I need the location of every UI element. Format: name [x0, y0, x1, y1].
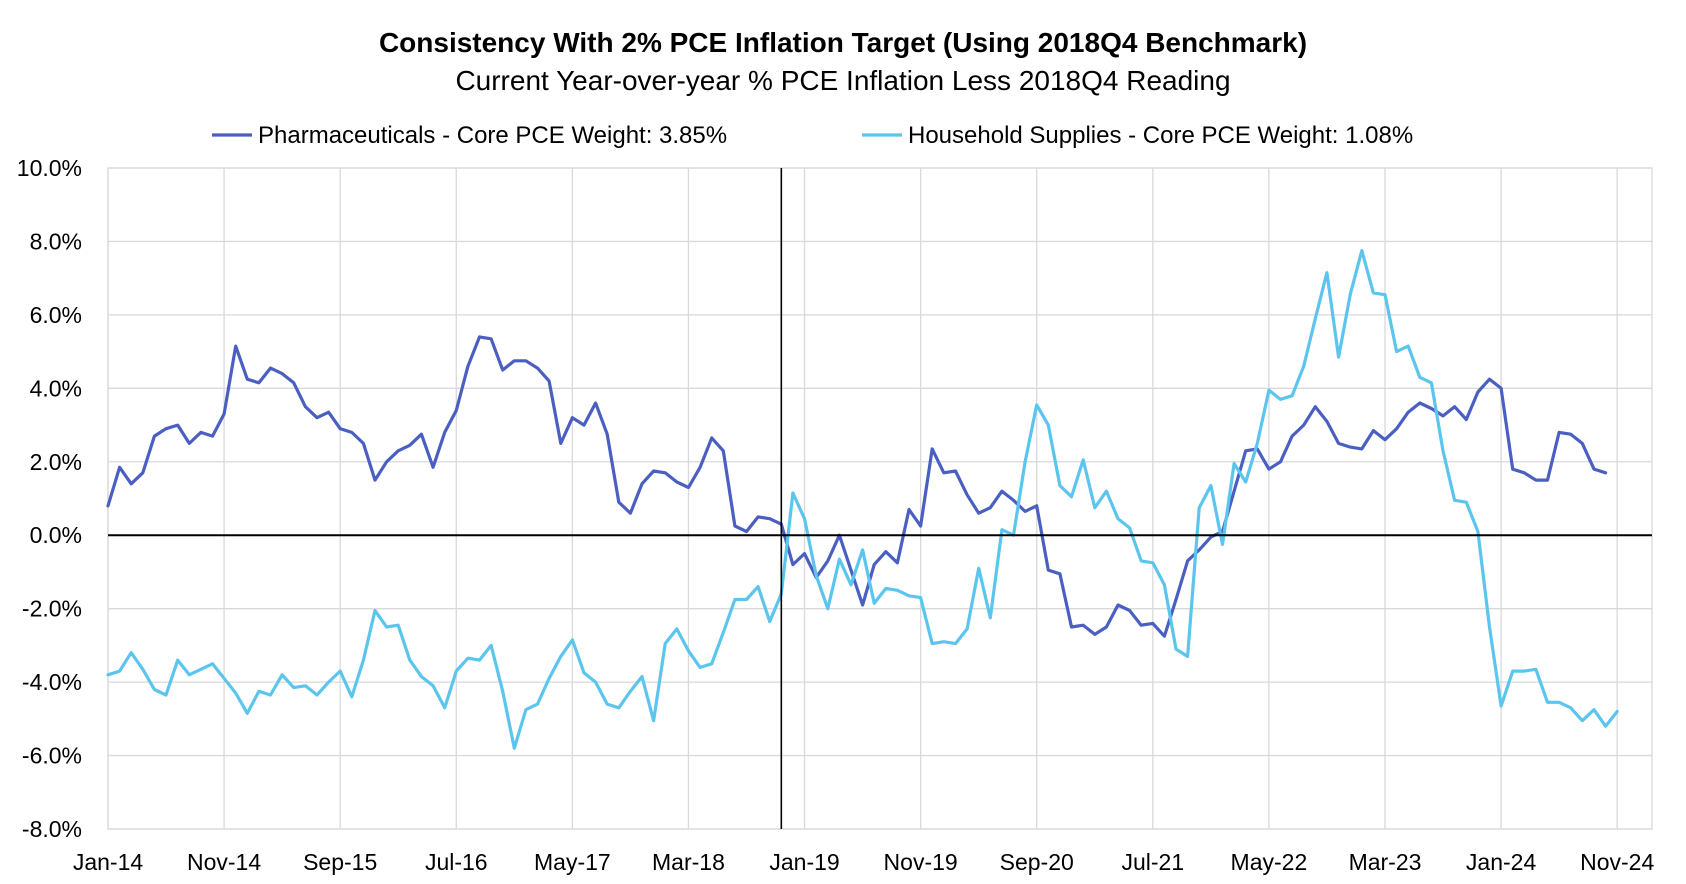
x-tick-label: Nov-14 — [187, 849, 261, 875]
y-tick-label: 8.0% — [30, 228, 82, 254]
y-tick-label: 6.0% — [30, 302, 82, 328]
x-tick-label: Jan-14 — [73, 849, 144, 875]
legend: Pharmaceuticals - Core PCE Weight: 3.85%… — [212, 122, 1413, 149]
y-tick-label: -2.0% — [22, 596, 82, 622]
x-axis-tick-labels: Jan-14 Nov-14 Sep-15 Jul-16 May-17 Mar-18 Jan-… — [73, 849, 1655, 875]
plot-frame — [107, 167, 1653, 830]
y-tick-label: -4.0% — [22, 669, 82, 695]
chart-subtitle: Current Year-over-year % PCE Inflation L… — [455, 65, 1230, 96]
axes — [108, 168, 1652, 829]
gridlines — [107, 167, 1653, 830]
y-tick-label: -6.0% — [22, 743, 82, 769]
chart-title: Consistency With 2% PCE Inflation Target… — [379, 27, 1307, 58]
legend-label: Pharmaceuticals - Core PCE Weight: 3.85% — [258, 122, 727, 149]
x-tick-label: Nov-19 — [884, 849, 958, 875]
y-axis-tick-labels: -8.0% -6.0% -4.0% -2.0% 0.0% 2.0% 4.0% 6.0% 8.0%… — [17, 155, 82, 842]
x-tick-label: Jul-21 — [1121, 849, 1184, 875]
series-line-household-supplies — [106, 249, 1619, 750]
x-tick-label: May-17 — [534, 849, 611, 875]
x-tick-label: Nov-24 — [1580, 849, 1654, 875]
series-lines — [106, 249, 1619, 750]
y-tick-label: 2.0% — [30, 449, 82, 475]
x-tick-label: Jan-19 — [769, 849, 839, 875]
series-line-pharmaceuticals — [106, 335, 1608, 638]
y-tick-label: -8.0% — [22, 816, 82, 842]
x-tick-label: Sep-20 — [1000, 849, 1074, 875]
y-tick-label: 0.0% — [30, 522, 82, 548]
legend-label: Household Supplies - Core PCE Weight: 1.… — [908, 122, 1413, 149]
x-tick-label: Mar-18 — [652, 849, 725, 875]
x-tick-label: May-22 — [1231, 849, 1308, 875]
x-tick-label: Mar-23 — [1349, 849, 1422, 875]
y-tick-label: 10.0% — [17, 155, 82, 181]
x-tick-label: Jul-16 — [425, 849, 488, 875]
x-tick-label: Jan-24 — [1466, 849, 1537, 875]
y-tick-label: 4.0% — [30, 375, 82, 401]
x-tick-label: Sep-15 — [303, 849, 377, 875]
